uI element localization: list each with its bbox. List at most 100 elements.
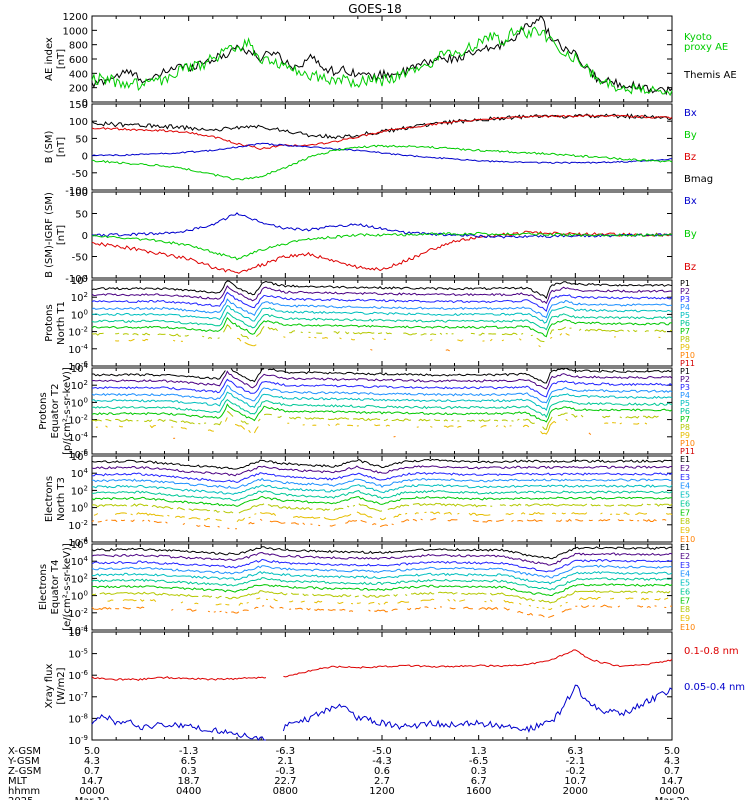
footer-value: 0800 [273, 786, 298, 797]
footer-value: -6.3 [276, 746, 296, 757]
legend-entry: By [684, 229, 697, 240]
panel-frame [91, 15, 673, 103]
y-tick-label: 104 [71, 274, 89, 287]
figure-title: GOES-18 [348, 2, 402, 16]
footer-value: -0.3 [276, 766, 296, 777]
footer-value: 0.7 [84, 766, 100, 777]
channel-p1 [92, 367, 673, 384]
legend-entry: Bz [684, 262, 696, 273]
channel-e8 [91, 590, 671, 604]
footer-value: 5.0 [84, 746, 100, 757]
footer-row-label: 2025 [8, 796, 33, 800]
footer-value: Mar 19 [75, 796, 110, 800]
legend-p3: P3 [680, 383, 690, 392]
legend-p7: P7 [680, 415, 690, 424]
channel-p9 [115, 333, 672, 347]
channel-p3 [91, 378, 673, 398]
legend-e2: E2 [680, 464, 690, 473]
footer-value: Mar 20 [655, 796, 690, 800]
legend-e9: E9 [680, 526, 690, 535]
legend-p9: P9 [680, 431, 690, 440]
footer-value: -5.0 [372, 746, 392, 757]
channel-p4 [91, 298, 673, 319]
legend-p6: P6 [680, 319, 690, 328]
legend-p10: P10 [680, 351, 695, 360]
y-tick-label: 102 [71, 572, 88, 585]
legend-p9: P9 [680, 343, 690, 352]
panel-frame [91, 103, 673, 191]
y-tick-label: 106 [71, 538, 89, 551]
y-axis-label: [nT] [56, 49, 67, 69]
series-bx [91, 212, 673, 239]
y-tick-label: 10-6 [68, 669, 88, 682]
series-by [91, 231, 673, 261]
y-axis-label: B (SM)-IGRF (SM) [44, 192, 55, 278]
y-tick-label: 10-8 [68, 712, 88, 725]
panel-ae: 0 200 400 600 800 1000 1200 AE index [nT] Kyotopr… [44, 12, 737, 109]
y-tick-label: 0 [82, 98, 88, 109]
y-axis-label: [p/(cm²-s-sr-keV)] [62, 367, 73, 455]
footer-row-label: MLT [8, 776, 28, 787]
footer-value: 22.7 [274, 776, 296, 787]
y-tick-label: 10-5 [68, 648, 88, 661]
y-axis-label: Electrons [44, 476, 55, 522]
series-0-05-0-4-nm [91, 684, 673, 741]
y-tick-label: -100 [65, 186, 88, 197]
y-tick-label: 106 [71, 450, 89, 463]
legend-entry: By [684, 130, 697, 141]
footer-value: 0000 [79, 786, 104, 797]
legend-p3: P3 [680, 295, 690, 304]
legend-p2: P2 [680, 287, 690, 296]
y-tick-label: 400 [69, 69, 88, 80]
y-tick-label: 10-4 [68, 343, 88, 356]
y-tick-label: 10-2 [68, 519, 88, 532]
panel-bigrf: -100 -50 0 50 100 B (SM)-IGRF (SM) [nT] Bx By Bz [44, 188, 697, 285]
legend-e8: E8 [680, 605, 690, 614]
channel-e10 [92, 519, 672, 529]
y-tick-label: 100 [71, 590, 88, 603]
channel-p7 [91, 316, 673, 338]
y-tick-label: 150 [69, 100, 88, 111]
y-tick-label: 50 [75, 210, 88, 221]
legend-p4: P4 [680, 303, 690, 312]
footer-value: 4.3 [84, 756, 100, 767]
y-axis-label: AE index [44, 37, 55, 81]
y-tick-label: -50 [72, 253, 88, 264]
channel-p5 [91, 304, 673, 324]
footer-value: 2.1 [277, 756, 293, 767]
footer-value: -4.3 [372, 756, 392, 767]
series-0-1-0-8-nm [91, 649, 673, 681]
channel-e5 [91, 484, 673, 495]
y-axis-label: [nT] [56, 137, 67, 157]
y-axis-label: North T3 [56, 477, 67, 521]
legend-entry: Themis AE [683, 70, 737, 81]
y-tick-label: 0 [82, 231, 88, 242]
channel-p4 [91, 384, 673, 404]
footer-value: 2.7 [374, 776, 390, 787]
channel-e2 [91, 551, 673, 566]
y-tick-label: 100 [71, 502, 88, 515]
legend-e10: E10 [680, 535, 695, 544]
channel-e10 [91, 604, 673, 618]
footer-value: 6.5 [181, 756, 197, 767]
y-axis-label: Protons [44, 304, 55, 341]
footer-value: 0400 [176, 786, 201, 797]
channel-e6 [91, 489, 673, 502]
y-tick-label: 0 [82, 152, 88, 163]
legend-entry: Bmag [684, 174, 713, 185]
footer-value: 14.7 [661, 776, 683, 787]
legend-e3: E3 [680, 561, 690, 570]
footer-row-label: Y-GSM [7, 756, 40, 767]
legend-e7: E7 [680, 508, 690, 517]
legend-entry: Bx [684, 196, 697, 207]
series-bx [91, 142, 673, 165]
legend-entry: proxy AE [684, 42, 728, 53]
legend-e3: E3 [680, 473, 690, 482]
legend-p1: P1 [680, 367, 690, 376]
y-tick-label: 100 [71, 396, 88, 409]
channel-p6 [91, 399, 673, 418]
